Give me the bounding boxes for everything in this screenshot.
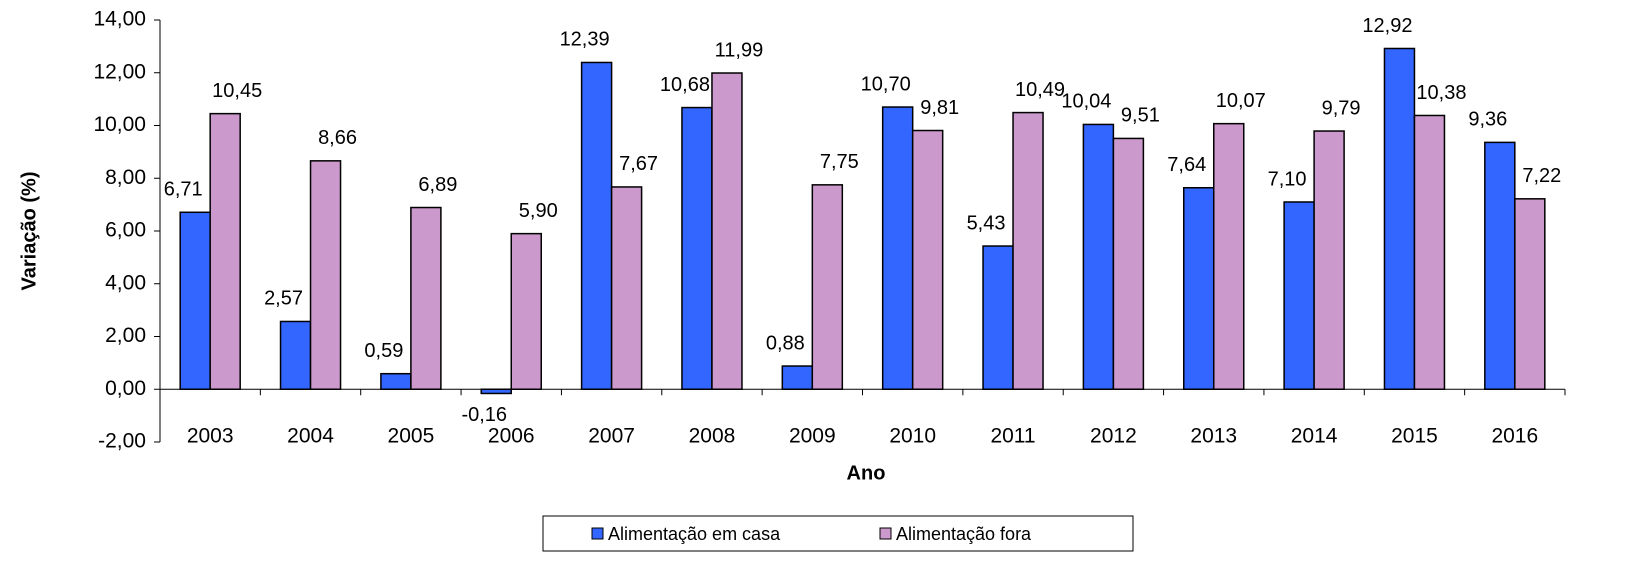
value-label: 9,36 (1468, 109, 1507, 131)
x-tick-label: 2004 (287, 425, 334, 448)
y-tick-label: 0,00 (105, 377, 146, 400)
x-tick-label: 2010 (889, 425, 936, 448)
value-label: 12,39 (560, 29, 610, 51)
y-tick-label: 2,00 (105, 324, 146, 347)
x-axis-title: Ano (847, 462, 886, 484)
bar (781, 365, 814, 391)
bar (1313, 130, 1345, 390)
bar (1213, 122, 1245, 390)
bar (610, 186, 643, 390)
value-label: 7,67 (619, 153, 658, 175)
bar (681, 106, 713, 390)
bar (1283, 201, 1315, 390)
y-tick-label: 12,00 (93, 60, 146, 83)
value-label: -0,16 (461, 404, 507, 426)
value-label: 5,43 (967, 212, 1006, 234)
x-tick-label: 2007 (588, 425, 635, 448)
x-tick-label: 2011 (990, 425, 1035, 448)
value-label: 9,51 (1121, 105, 1160, 127)
x-tick-label: 2016 (1491, 425, 1538, 448)
value-label: 8,66 (318, 127, 357, 149)
value-label: 6,89 (418, 174, 457, 196)
x-tick-label: 2009 (789, 425, 836, 448)
legend-label: Alimentação fora (896, 524, 1032, 544)
bar (580, 61, 613, 391)
legend-swatch (591, 527, 604, 540)
legend-label: Alimentação em casa (608, 524, 781, 544)
bar (1082, 123, 1115, 390)
value-label: 9,81 (920, 97, 959, 119)
value-label: 10,45 (212, 80, 262, 102)
value-label: 7,22 (1522, 165, 1561, 187)
bar (380, 372, 412, 391)
bar (179, 211, 211, 390)
value-label: 10,49 (1015, 79, 1065, 101)
legend-swatch (879, 527, 892, 540)
value-label: 2,57 (264, 288, 303, 310)
y-tick-label: 8,00 (105, 166, 146, 189)
bar (1484, 141, 1516, 390)
bar (1112, 137, 1145, 390)
x-tick-label: 2006 (488, 425, 535, 448)
value-label: 0,59 (364, 340, 403, 362)
bar (1383, 47, 1416, 391)
bar (811, 184, 844, 390)
x-tick-label: 2003 (187, 425, 234, 448)
bar (410, 206, 442, 390)
x-tick-label: 2014 (1291, 425, 1338, 448)
bar (510, 232, 542, 390)
value-label: 6,71 (164, 179, 203, 201)
value-label: 10,68 (660, 74, 710, 96)
x-tick-label: 2015 (1391, 425, 1438, 448)
value-label: 0,88 (766, 332, 805, 354)
value-label: 11,99 (715, 39, 764, 61)
y-tick-label: 6,00 (105, 219, 146, 242)
bar (1183, 186, 1215, 390)
bar (480, 388, 512, 395)
value-label: 10,38 (1416, 82, 1466, 104)
value-label: 9,79 (1322, 97, 1361, 119)
value-label: 7,10 (1268, 168, 1307, 190)
y-axis-title: Variação (%) (18, 172, 40, 291)
value-label: 10,70 (861, 73, 911, 95)
y-tick-label: -2,00 (98, 430, 146, 453)
bar (1514, 198, 1546, 390)
bar (209, 112, 241, 390)
value-label: 10,04 (1061, 91, 1111, 113)
bar (881, 106, 914, 390)
value-label: 10,07 (1216, 90, 1266, 112)
value-label: 5,90 (519, 200, 558, 222)
value-label: 12,92 (1362, 15, 1412, 37)
x-tick-label: 2005 (388, 425, 435, 448)
legend-box (542, 515, 1134, 552)
x-tick-label: 2008 (689, 425, 736, 448)
bar (982, 245, 1014, 390)
x-tick-label: 2013 (1190, 425, 1237, 448)
y-tick-label: 10,00 (93, 113, 146, 136)
value-label: 7,64 (1167, 154, 1206, 176)
value-label: 7,75 (820, 151, 859, 173)
bar (911, 129, 944, 390)
bar (309, 160, 342, 390)
bar (279, 320, 312, 390)
bar (1413, 114, 1446, 390)
bar (1012, 111, 1044, 390)
bar (711, 72, 743, 390)
x-tick-label: 2012 (1090, 425, 1137, 448)
y-tick-label: 14,00 (93, 8, 146, 31)
y-tick-label: 4,00 (105, 271, 146, 294)
